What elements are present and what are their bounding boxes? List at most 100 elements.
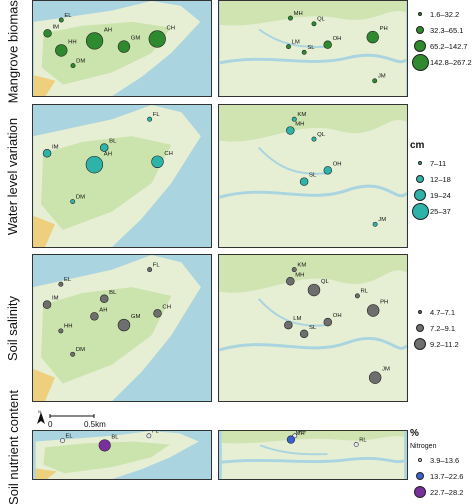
site-marker-im [42, 300, 52, 309]
row-label-soil-salinity: Soil salinity [0, 254, 26, 402]
legend-item: 1.6–32.2 [410, 6, 474, 22]
site-label: DM [76, 194, 85, 200]
site-marker-el [60, 438, 65, 444]
legend-label: 19–24 [430, 190, 451, 200]
site-label: GM [131, 36, 141, 42]
site-label: JM [382, 367, 390, 373]
map-svg: KM MH QL SL OH JM [219, 105, 407, 247]
map-panel-water-right: KM MH QL SL OH JM [218, 104, 408, 248]
site-label: PH [380, 300, 388, 306]
legend-label: 32.3–65.1 [430, 25, 464, 35]
site-marker-im [42, 149, 52, 158]
legend-subtitle: Nitrogen [410, 443, 437, 450]
legend-symbol [417, 160, 423, 166]
site-label: EL [64, 277, 72, 283]
legend-label: 9.2–11.2 [430, 339, 459, 349]
site-marker-ph [366, 304, 380, 317]
site-marker-ah [85, 155, 104, 174]
legend-item: 12–18 [410, 171, 474, 187]
site-label: FL [153, 112, 161, 118]
site-label: QL [321, 279, 330, 285]
legend-unit: % [410, 428, 419, 439]
legend-symbol [414, 486, 426, 498]
site-marker-hh [58, 328, 64, 334]
map-panel-water-left: FL BL IM AH CH DM [32, 104, 212, 248]
site-marker-oh [323, 40, 332, 49]
site-marker-ql [307, 283, 321, 297]
site-marker-oh [323, 317, 333, 327]
site-marker-jm [368, 371, 382, 384]
site-label: HH [68, 40, 76, 46]
site-marker-fl [147, 267, 153, 273]
map-svg: FL BL IM AH CH DM [33, 105, 211, 247]
site-label: EL [64, 13, 72, 19]
legend-item: 19–24 [410, 187, 474, 203]
map-svg: FL BL EL IM HH AH GM CH DM [33, 255, 211, 401]
map-svg: FL BL EL [35, 431, 209, 479]
site-label: DM [76, 347, 85, 353]
legend-item: 13.7–22.6 [410, 468, 474, 484]
site-label: OH [333, 313, 342, 319]
legend-symbol [411, 53, 429, 71]
site-marker-lm [286, 44, 291, 50]
north-arrow-icon [37, 412, 45, 424]
map-panel-salinity-left: FL BL EL IM HH AH GM CH DM [32, 254, 212, 402]
legend-symbol [416, 26, 424, 34]
legend-label: 7–11 [430, 158, 447, 168]
site-marker-jm [372, 78, 378, 84]
site-marker-el [58, 281, 64, 287]
site-label: LM [292, 39, 300, 45]
site-label: GM [131, 314, 141, 320]
site-label: EL [66, 434, 73, 440]
legend-symbol [417, 309, 423, 315]
site-marker-mh [286, 126, 295, 135]
map-svg: EL IM HH AH GM CH DM [33, 1, 211, 96]
site-marker-ch [153, 309, 162, 318]
site-label: QL [317, 17, 326, 23]
scale-bar: N 0 0.5km [34, 409, 134, 430]
site-label: DM [76, 58, 85, 64]
site-marker-hh [55, 44, 68, 57]
site-label: MH [295, 272, 304, 278]
scale-zero: 0 [48, 420, 53, 429]
site-label: OH [333, 161, 342, 167]
site-marker-dm [70, 199, 76, 205]
site-label: FL [153, 262, 161, 268]
site-marker-gm [117, 40, 131, 53]
legend-item: 142.8–267.2 [410, 53, 474, 71]
row-label-text: Soil salinity [5, 295, 21, 361]
site-label: SL [309, 325, 317, 331]
row-label-water-level: Water level variation [0, 104, 26, 248]
legend-item: 32.3–65.1 [410, 22, 474, 38]
site-marker-el [58, 17, 64, 23]
site-label: MH [295, 122, 304, 128]
site-marker-jm [372, 221, 378, 227]
legend-items: 7–11 12–18 19–24 25–37 [410, 155, 474, 220]
site-label: KM [297, 262, 306, 268]
site-marker-rl [353, 442, 359, 447]
site-label: BL [111, 435, 118, 441]
legend-symbol [417, 457, 423, 463]
site-label: JM [378, 217, 386, 223]
site-label: PH [380, 26, 388, 32]
site-label: IM [52, 144, 59, 150]
legend-item: 7–11 [410, 155, 474, 171]
map-panel-biomass-left: EL IM HH AH GM CH DM [32, 0, 212, 97]
legend-label: 7.2–9.1 [430, 323, 456, 333]
site-label: OH [333, 36, 342, 42]
legend-item: 7.2–9.1 [410, 320, 474, 336]
legend-symbol [414, 338, 426, 350]
map-panel-nutrient-right: KM MH RL [218, 430, 408, 480]
row-label-mangrove-biomass: Mangrove biomass [0, 0, 26, 103]
row-label-text: Mangrove biomass [5, 0, 21, 104]
legend-symbol [414, 189, 426, 201]
site-label: CH [164, 151, 173, 157]
row-label-text: Water level variation [5, 117, 21, 235]
site-label: CH [167, 26, 175, 32]
legend-items: 1.6–32.2 32.3–65.1 65.2–142.7 142.8–267.2 [410, 6, 474, 71]
site-marker-km [291, 267, 297, 273]
legend-label: 3.9–13.6 [430, 455, 460, 465]
legend-label: 22.7–28.2 [430, 487, 464, 497]
site-marker-ah [85, 32, 104, 50]
legend-symbol [416, 472, 424, 480]
